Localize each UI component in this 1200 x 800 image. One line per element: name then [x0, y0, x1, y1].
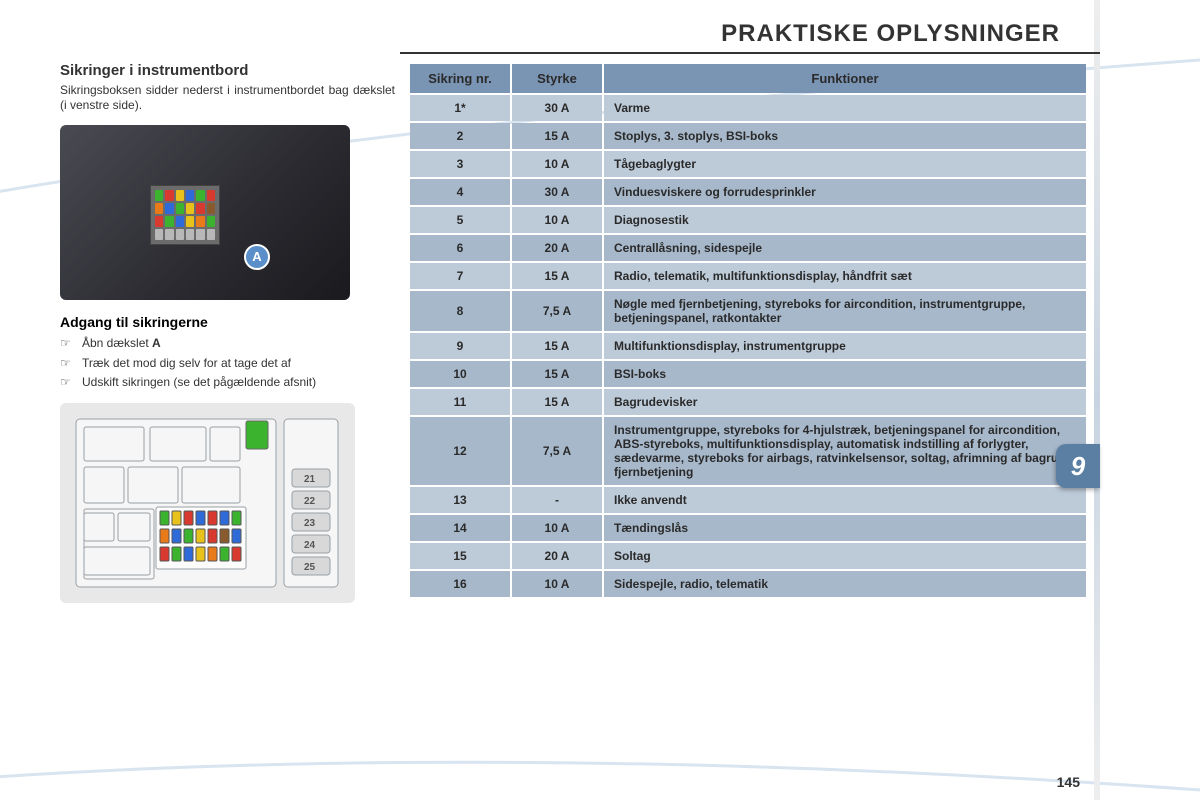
cell-fuse-number: 8 — [410, 291, 510, 331]
cell-fuse-number: 7 — [410, 263, 510, 289]
access-step: Udskift sikringen (se det pågældende afs… — [60, 375, 395, 391]
cell-amperage: - — [512, 487, 602, 513]
title-underline — [400, 52, 1100, 54]
cell-functions: Bagrudevisker — [604, 389, 1086, 415]
cell-fuse-number: 6 — [410, 235, 510, 261]
table-row: 1410 ATændingslås — [410, 515, 1086, 541]
page: PRAKTISKE OPLYSNINGER Sikringer i instru… — [0, 0, 1200, 800]
cell-amperage: 20 A — [512, 235, 602, 261]
cell-functions: Centrallåsning, sidespejle — [604, 235, 1086, 261]
dashboard-photo — [60, 125, 350, 300]
svg-text:23: 23 — [304, 518, 316, 529]
cell-fuse-number: 16 — [410, 571, 510, 597]
cell-amperage: 30 A — [512, 95, 602, 121]
cell-fuse-number: 4 — [410, 179, 510, 205]
cell-fuse-number: 12 — [410, 417, 510, 485]
table-row: 310 ATågebaglygter — [410, 151, 1086, 177]
cell-functions: Nøgle med fjernbetjening, styreboks for … — [604, 291, 1086, 331]
cell-functions: Multifunktionsdisplay, instrumentgruppe — [604, 333, 1086, 359]
table-row: 127,5 AInstrumentgruppe, styreboks for 4… — [410, 417, 1086, 485]
svg-text:24: 24 — [304, 540, 316, 551]
cell-fuse-number: 15 — [410, 543, 510, 569]
section-title: Sikringer i instrumentbord — [60, 62, 395, 79]
access-step: Åbn dækslet A — [60, 336, 395, 352]
access-title: Adgang til sikringerne — [60, 314, 395, 330]
cell-fuse-number: 2 — [410, 123, 510, 149]
access-steps-list: Åbn dækslet A Træk det mod dig selv for a… — [60, 336, 395, 391]
cell-functions: Vinduesviskere og forrudesprinkler — [604, 179, 1086, 205]
cell-fuse-number: 11 — [410, 389, 510, 415]
cell-fuse-number: 1* — [410, 95, 510, 121]
cell-functions: Sidespejle, radio, telematik — [604, 571, 1086, 597]
cell-amperage: 15 A — [512, 389, 602, 415]
table-row: 715 ARadio, telematik, multifunktionsdis… — [410, 263, 1086, 289]
th-functions: Funktioner — [604, 64, 1086, 93]
cell-amperage: 15 A — [512, 333, 602, 359]
cell-functions: Ikke anvendt — [604, 487, 1086, 513]
table-row: 1*30 AVarme — [410, 95, 1086, 121]
page-title: PRAKTISKE OPLYSNINGER — [721, 20, 1060, 48]
table-row: 1520 ASoltag — [410, 543, 1086, 569]
intro-text: Sikringsboksen sidder nederst i instrume… — [60, 83, 395, 113]
cell-amperage: 10 A — [512, 151, 602, 177]
cell-fuse-number: 14 — [410, 515, 510, 541]
cell-amperage: 10 A — [512, 515, 602, 541]
cell-amperage: 10 A — [512, 571, 602, 597]
cell-fuse-number: 9 — [410, 333, 510, 359]
cell-functions: Tågebaglygter — [604, 151, 1086, 177]
cell-functions: Stoplys, 3. stoplys, BSI-boks — [604, 123, 1086, 149]
fusebox-mini-illustration — [150, 185, 220, 245]
cell-functions: Radio, telematik, multifunktionsdisplay,… — [604, 263, 1086, 289]
right-rail-decoration — [1094, 0, 1100, 800]
table-row: 620 ACentrallåsning, sidespejle — [410, 235, 1086, 261]
left-column: Sikringer i instrumentbord Sikringsbokse… — [60, 62, 395, 603]
chapter-number: 9 — [1056, 444, 1100, 488]
table-row: 215 AStoplys, 3. stoplys, BSI-boks — [410, 123, 1086, 149]
fusebox-diagram: 21 22 23 24 25 — [60, 403, 355, 603]
access-step: Træk det mod dig selv for at tage det af — [60, 356, 395, 372]
table-row: 1015 ABSI-boks — [410, 361, 1086, 387]
cell-functions: Soltag — [604, 543, 1086, 569]
svg-text:25: 25 — [304, 562, 316, 573]
chapter-tab: 9 — [1056, 444, 1100, 488]
table-row: 87,5 ANøgle med fjernbetjening, styrebok… — [410, 291, 1086, 331]
cell-amperage: 20 A — [512, 543, 602, 569]
table-row: 1115 ABagrudevisker — [410, 389, 1086, 415]
cell-functions: Instrumentgruppe, styreboks for 4-hjulst… — [604, 417, 1086, 485]
cell-fuse-number: 13 — [410, 487, 510, 513]
cell-functions: Varme — [604, 95, 1086, 121]
cell-functions: Diagnosestik — [604, 207, 1086, 233]
cell-amperage: 15 A — [512, 361, 602, 387]
table-row: 510 ADiagnosestik — [410, 207, 1086, 233]
cell-amperage: 15 A — [512, 123, 602, 149]
table-row: 1610 ASidespejle, radio, telematik — [410, 571, 1086, 597]
cell-amperage: 7,5 A — [512, 291, 602, 331]
table-header-row: Sikring nr. Styrke Funktioner — [410, 64, 1086, 93]
cell-functions: BSI-boks — [604, 361, 1086, 387]
table-row: 430 AVinduesviskere og forrudesprinkler — [410, 179, 1086, 205]
svg-text:21: 21 — [304, 474, 316, 485]
cell-fuse-number: 10 — [410, 361, 510, 387]
svg-text:22: 22 — [304, 496, 316, 507]
cell-amperage: 30 A — [512, 179, 602, 205]
table-row: 13-Ikke anvendt — [410, 487, 1086, 513]
cell-fuse-number: 3 — [410, 151, 510, 177]
page-number: 145 — [1057, 774, 1080, 790]
th-fuse-number: Sikring nr. — [410, 64, 510, 93]
cell-amperage: 7,5 A — [512, 417, 602, 485]
table-row: 915 AMultifunktionsdisplay, instrumentgr… — [410, 333, 1086, 359]
cell-amperage: 15 A — [512, 263, 602, 289]
cell-amperage: 10 A — [512, 207, 602, 233]
th-amperage: Styrke — [512, 64, 602, 93]
cell-functions: Tændingslås — [604, 515, 1086, 541]
cell-fuse-number: 5 — [410, 207, 510, 233]
fuse-table: Sikring nr. Styrke Funktioner 1*30 AVarm… — [408, 62, 1088, 599]
